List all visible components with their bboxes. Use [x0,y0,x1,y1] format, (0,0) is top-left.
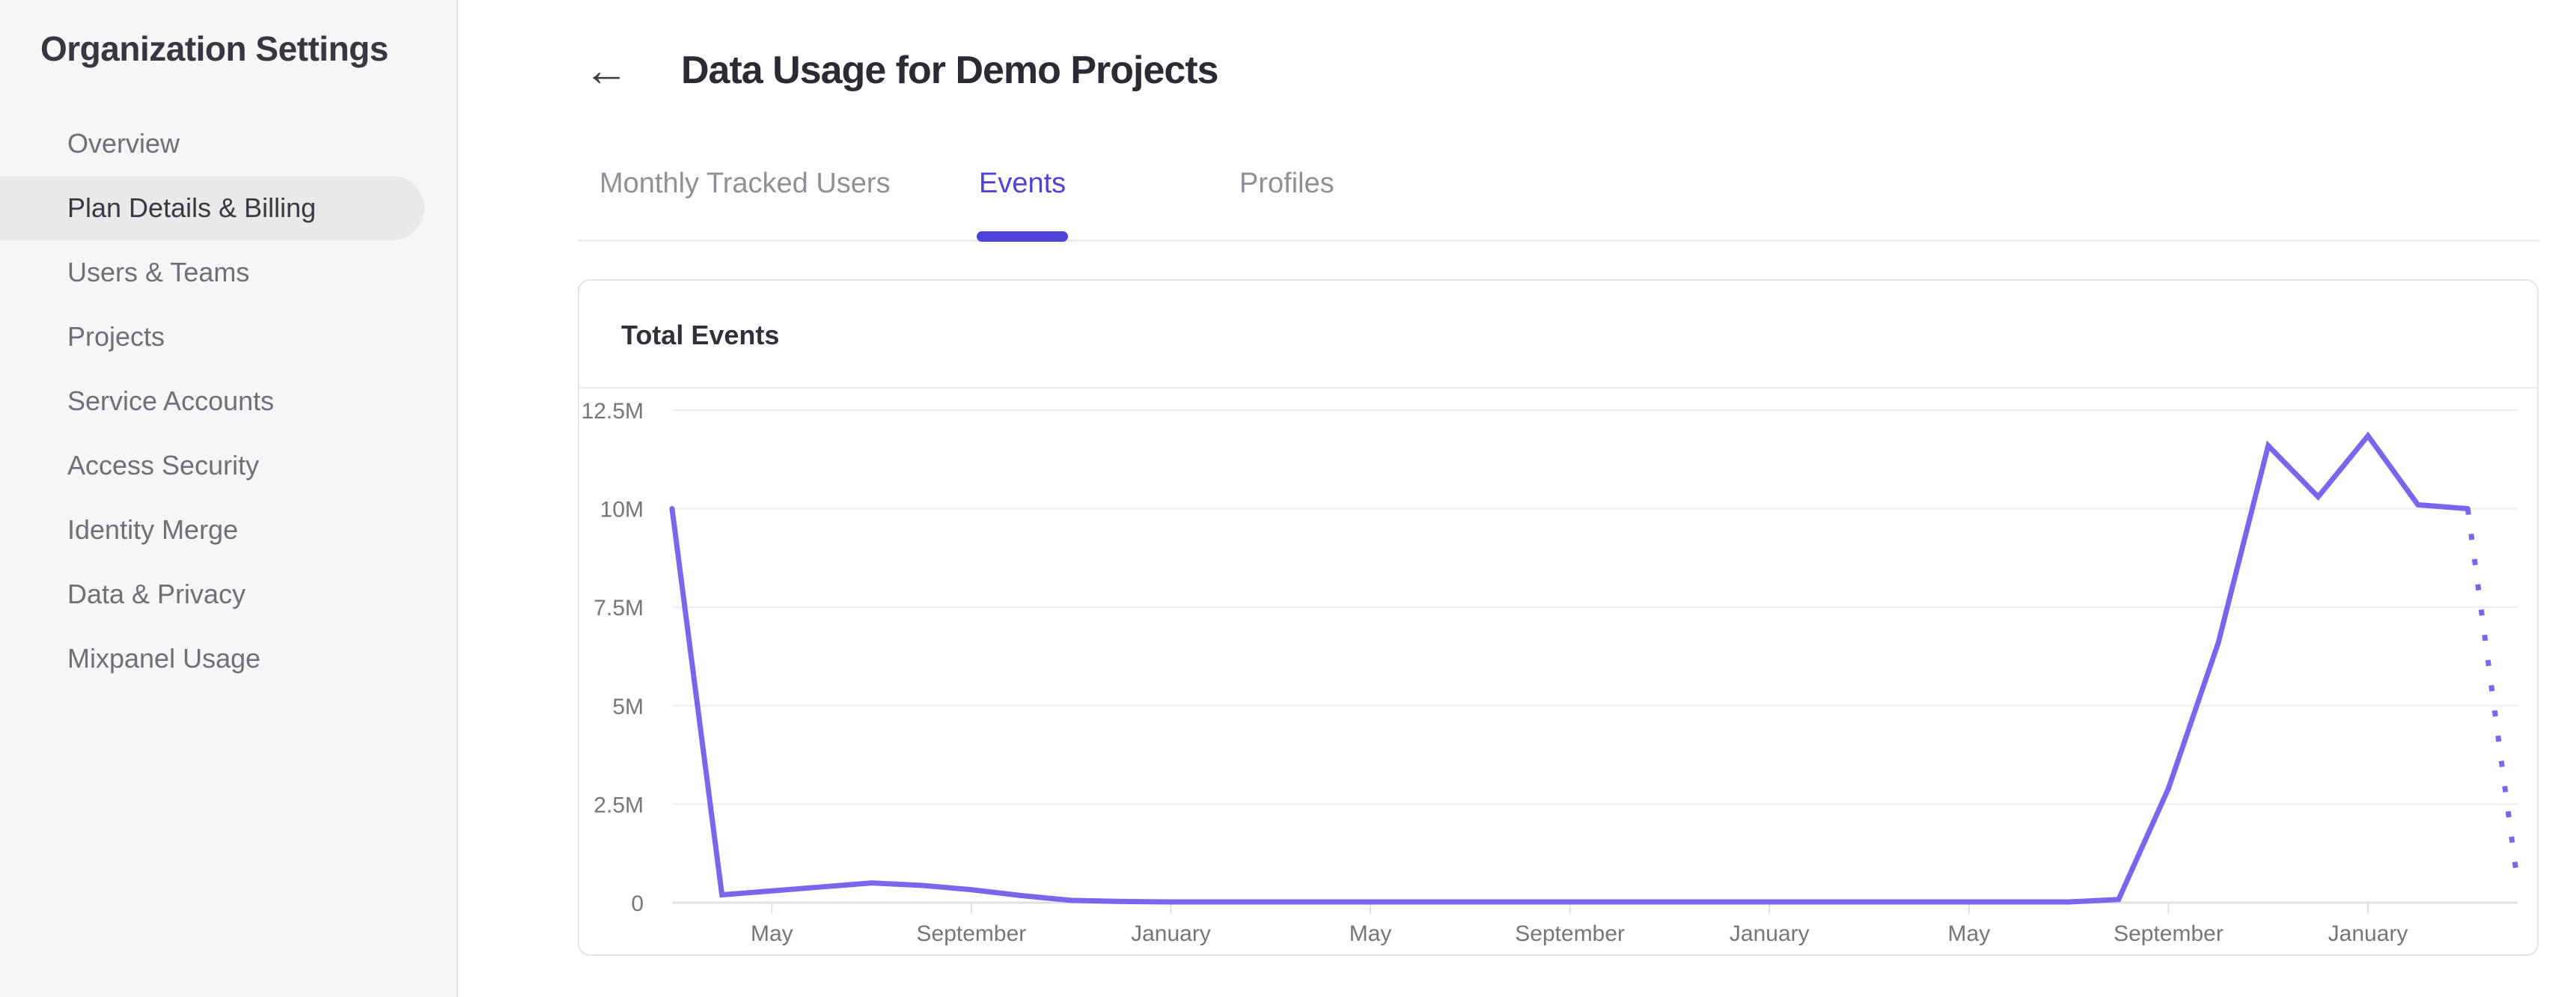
sidebar-item-data-privacy[interactable]: Data & Privacy [67,579,246,609]
y-axis-label-12.5M: 12.5M [582,399,644,424]
x-axis-label-January: January [2328,921,2408,946]
x-axis-label-May: May [1948,921,1991,946]
events-series-line [669,431,2470,905]
x-axis-label-May: May [1349,921,1392,946]
sidebar: Organization Settings Overview Plan Detai… [0,0,458,997]
sidebar-item-users-teams[interactable]: Users & Teams [67,257,250,287]
sidebar-item-service-accounts[interactable]: Service Accounts [67,385,275,416]
total-events-card: Total Events 12.5M 10M 7.5M 5M 2.5M 0 May Septe… [578,279,2539,956]
sidebar-item-mixpanel-usage[interactable]: Mixpanel Usage [67,643,261,674]
sidebar-nav: Overview Plan Details & Billing Users & Te… [0,112,458,691]
x-axis-label-September: September [1515,921,1625,946]
sidebar-item-identity-merge[interactable]: Identity Merge [67,514,239,545]
sidebar-title: Organization Settings [40,29,388,68]
tab-profiles[interactable]: Profiles [1239,168,1334,199]
tab-monthly-tracked-users[interactable]: Monthly Tracked Users [599,168,891,199]
events-series-projection-dotted [2464,508,2521,884]
sidebar-item-access-security[interactable]: Access Security [67,450,260,481]
x-axis-label-January: January [1730,921,1810,946]
x-axis-label-September: September [917,921,1027,946]
page-title: Data Usage for Demo Projects [681,49,1219,92]
active-tab-underline [977,231,1068,242]
x-axis-label-September: September [2113,921,2224,946]
sidebar-item-projects[interactable]: Projects [67,321,165,352]
back-arrow-icon[interactable]: ← [584,45,629,95]
y-axis-label-0: 0 [631,891,644,916]
tab-events[interactable]: Events [979,168,1066,199]
sidebar-item-overview[interactable]: Overview [67,128,180,159]
x-axis-label-May: May [751,921,793,946]
tabs-bottom-border [578,240,2539,242]
y-axis-label-10M: 10M [600,498,644,522]
sidebar-item-plan-details-billing[interactable]: Plan Details & Billing [0,176,424,240]
card-header-divider [579,387,2537,388]
x-axis-label-January: January [1131,921,1211,946]
total-events-chart[interactable]: 12.5M 10M 7.5M 5M 2.5M 0 May September January Ma… [579,281,2537,954]
card-title: Total Events [621,320,780,350]
y-axis-label-7.5M: 7.5M [593,596,644,621]
y-axis-label-2.5M: 2.5M [593,793,644,817]
y-axis-label-5M: 5M [612,695,644,719]
